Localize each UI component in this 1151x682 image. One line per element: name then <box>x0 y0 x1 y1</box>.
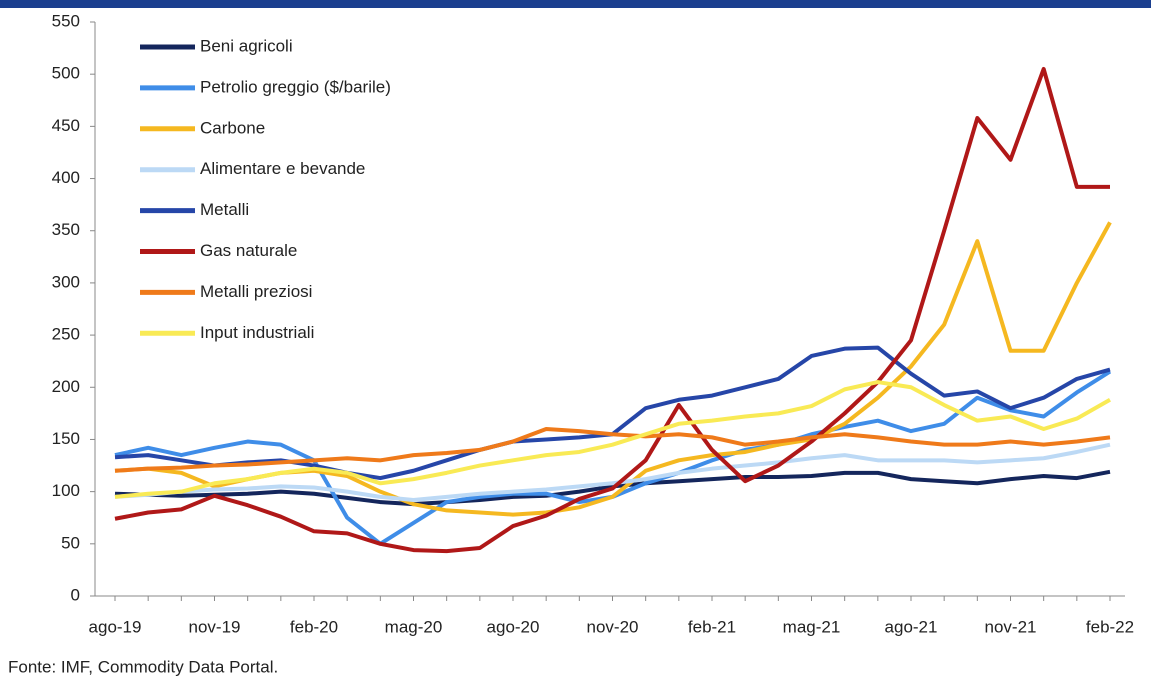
y-tick-label: 150 <box>52 429 80 448</box>
legend-label: Input industriali <box>200 323 314 342</box>
y-tick-label: 300 <box>52 272 80 291</box>
y-tick-label: 250 <box>52 325 80 344</box>
legend-label: Gas naturale <box>200 241 297 260</box>
x-tick-label: mag-20 <box>385 617 443 636</box>
x-tick-label: nov-21 <box>985 617 1037 636</box>
x-tick-label: ago-21 <box>885 617 938 636</box>
source-note: Fonte: IMF, Commodity Data Portal. <box>8 657 278 676</box>
x-tick-label: nov-19 <box>189 617 241 636</box>
y-tick-label: 550 <box>52 11 80 30</box>
y-tick-label: 0 <box>71 585 80 604</box>
series-line <box>114 427 1111 473</box>
x-tick-label: feb-20 <box>290 617 338 636</box>
series-line <box>114 66 1110 554</box>
legend-label: Beni agricoli <box>200 36 293 55</box>
x-tick-label: nov-20 <box>587 617 639 636</box>
legend-label: Metalli preziosi <box>200 282 312 301</box>
legend-label: Petrolio greggio ($/barile) <box>200 77 391 96</box>
legend-label: Carbone <box>200 118 265 137</box>
legend-label: Metalli <box>200 200 249 219</box>
y-tick-label: 400 <box>52 168 80 187</box>
header-bar <box>0 0 1151 8</box>
x-tick-label: feb-22 <box>1086 617 1134 636</box>
y-tick-label: 200 <box>52 377 80 396</box>
series-line <box>114 221 1112 517</box>
series-line <box>114 442 1111 502</box>
series-line <box>114 369 1112 546</box>
x-tick-label: mag-21 <box>783 617 841 636</box>
y-tick-label: 450 <box>52 116 80 135</box>
legend-label: Alimentare e bevande <box>200 159 365 178</box>
y-tick-label: 50 <box>61 533 80 552</box>
y-tick-label: 350 <box>52 220 80 239</box>
x-tick-label: ago-20 <box>487 617 540 636</box>
x-tick-label: feb-21 <box>688 617 736 636</box>
y-tick-label: 500 <box>52 64 80 83</box>
x-tick-label: ago-19 <box>89 617 142 636</box>
y-tick-label: 100 <box>52 481 80 500</box>
series-line <box>114 380 1111 499</box>
